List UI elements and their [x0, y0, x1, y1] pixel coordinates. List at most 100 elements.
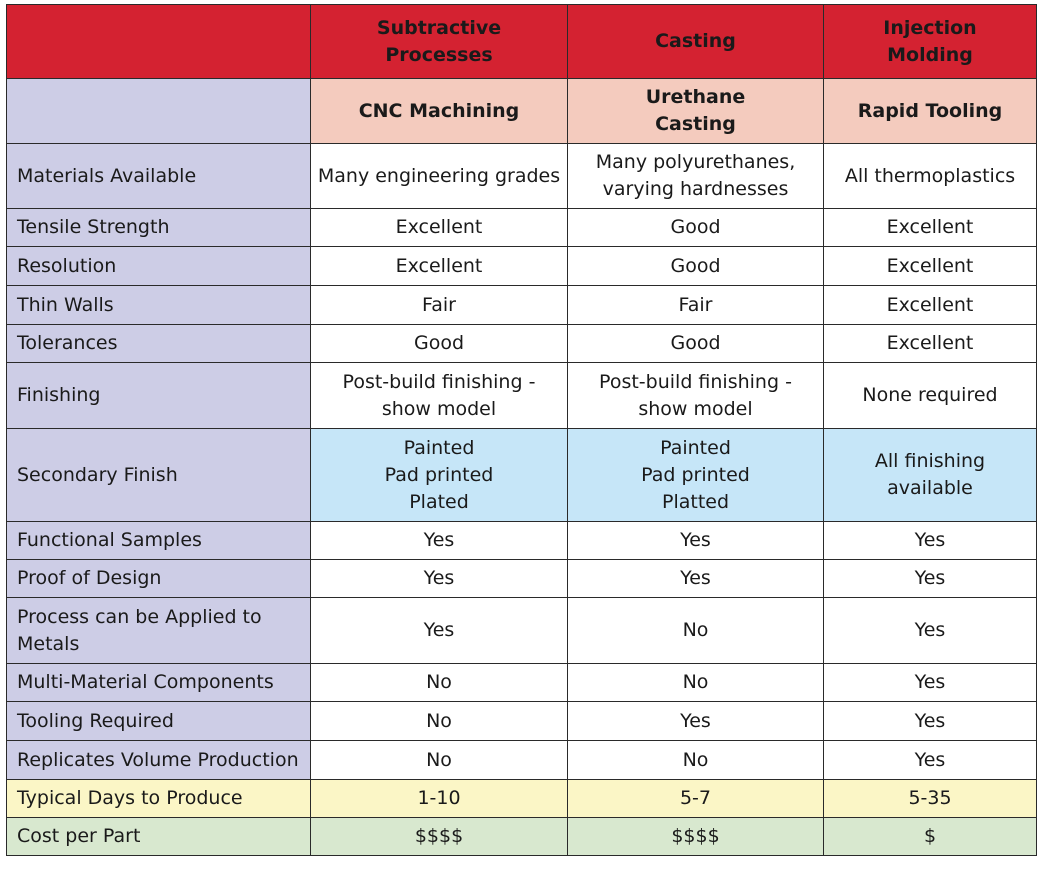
- table-cell: Good: [567, 246, 824, 286]
- cell-text: No: [426, 709, 452, 732]
- comparison-table-container: Subtractive Processes Casting Injection …: [6, 4, 1037, 860]
- table-cell: $$$$: [310, 817, 568, 856]
- cell-text: 5-7: [679, 787, 712, 809]
- table-cell: Fair: [567, 285, 824, 325]
- header-text-line: Subtractive: [376, 16, 502, 39]
- table-row: Resolution Excellent Good Excellent: [6, 246, 1037, 286]
- table-cell: $$$$: [567, 817, 824, 856]
- cell-text: show model: [381, 397, 497, 420]
- row-label: Cost per Part: [6, 817, 311, 856]
- row-label-text: Typical Days to Produce: [17, 787, 243, 809]
- row-label: Proof of Design: [6, 559, 311, 598]
- header-injection-molding: Injection Molding: [823, 4, 1037, 79]
- method-text-line: Urethane: [645, 86, 746, 108]
- cell-text: Yes: [914, 671, 946, 693]
- row-label-text: Thin Walls: [17, 293, 114, 316]
- cell-text: show model: [638, 397, 753, 420]
- table-cell: Excellent: [823, 285, 1037, 325]
- table-cell: No: [310, 663, 568, 702]
- table-cell: Yes: [567, 521, 824, 560]
- row-label-text: Finishing: [17, 384, 101, 406]
- cell-text: No: [682, 671, 709, 693]
- table-cell: Yes: [823, 663, 1037, 702]
- table-cell: 5-7: [567, 779, 824, 818]
- table-row: Secondary Finish Painted Pad printed Plate…: [6, 428, 1037, 522]
- cell-text: Yes: [423, 567, 455, 589]
- table-cell: Yes: [310, 521, 568, 560]
- table-row: Tooling Required No Yes Yes: [6, 701, 1037, 741]
- row-label: Finishing: [6, 362, 311, 429]
- table-row: Multi-Material Components No No Yes: [6, 663, 1037, 702]
- table-cell: Yes: [567, 701, 824, 741]
- header-text-line: Injection: [883, 16, 977, 39]
- method-urethane-casting: Urethane Casting: [567, 78, 824, 144]
- table-cell: Yes: [310, 559, 568, 598]
- table-row: Proof of Design Yes Yes Yes: [6, 559, 1037, 598]
- cell-text: Excellent: [886, 332, 974, 354]
- table-cell: Excellent: [823, 246, 1037, 286]
- table-cell: All thermoplastics: [823, 143, 1037, 209]
- cell-text: No: [682, 619, 709, 641]
- table-cell: Post-build finishing - show model: [310, 362, 568, 429]
- row-label: Materials Available: [6, 143, 311, 209]
- row-label: Resolution: [6, 246, 311, 286]
- row-label-text: Tensile Strength: [17, 216, 170, 238]
- table-row: Process can be Applied to Metals Yes No Y…: [6, 597, 1037, 664]
- table-cell: Good: [567, 208, 824, 247]
- method-text-line: Rapid Tooling: [857, 99, 1003, 122]
- cell-text: Yes: [914, 748, 946, 771]
- cell-text: Yes: [423, 529, 455, 551]
- method-text-line: Casting: [655, 113, 736, 135]
- method-header-row: CNC Machining Urethane Casting Rapid Too…: [6, 78, 1037, 144]
- table-cell: Yes: [567, 559, 824, 598]
- row-label: Functional Samples: [6, 521, 311, 560]
- cell-text: Excellent: [886, 254, 974, 277]
- table-cell: All finishing available: [823, 428, 1037, 522]
- row-label: Secondary Finish: [6, 428, 311, 522]
- table-cell: Fair: [310, 285, 568, 325]
- row-label: Replicates Volume Production: [6, 740, 311, 780]
- row-label: Tensile Strength: [6, 208, 311, 247]
- row-label-text: Resolution: [17, 254, 117, 277]
- table-row: Functional Samples Yes Yes Yes: [6, 521, 1037, 560]
- row-label-text: Materials Available: [17, 164, 197, 187]
- cell-text: Yes: [914, 529, 946, 551]
- cell-text: $$$$: [414, 825, 464, 847]
- cell-text: Excellent: [395, 254, 483, 277]
- row-label: Multi-Material Components: [6, 663, 311, 702]
- row-label-text: Tolerances: [17, 332, 118, 354]
- cell-text: Plated: [409, 490, 469, 513]
- table-cell: No: [567, 663, 824, 702]
- cell-text: No: [682, 748, 709, 771]
- header-text-line: Processes: [385, 43, 493, 66]
- cell-text: Yes: [914, 709, 946, 732]
- cell-text: Excellent: [886, 216, 974, 238]
- header-text-line: Casting: [655, 30, 736, 52]
- table-row: Replicates Volume Production No No Yes: [6, 740, 1037, 780]
- cell-text: Excellent: [395, 216, 483, 238]
- method-cnc-machining: CNC Machining: [310, 78, 568, 144]
- cell-text: Pad printed: [641, 463, 750, 486]
- table-cell: Excellent: [823, 208, 1037, 247]
- cell-text: Good: [670, 254, 721, 277]
- cell-text: No: [426, 671, 452, 693]
- cell-text: varying hardnesses: [602, 178, 789, 200]
- table-cell: Post-build finishing - show model: [567, 362, 824, 429]
- table-cell: Yes: [823, 597, 1037, 664]
- table-row: Thin Walls Fair Fair Excellent: [6, 285, 1037, 325]
- table-row: Finishing Post-build finishing - show mod…: [6, 362, 1037, 429]
- cell-text: Yes: [914, 619, 946, 641]
- row-label-text: Functional Samples: [17, 529, 202, 551]
- cell-text: All thermoplastics: [844, 164, 1016, 187]
- row-label-text: Replicates Volume Production: [17, 748, 299, 771]
- method-rapid-tooling: Rapid Tooling: [823, 78, 1037, 144]
- table-cell: No: [310, 701, 568, 741]
- cell-text: Yes: [680, 709, 711, 732]
- cell-text: 1-10: [417, 787, 461, 809]
- table-cell: Yes: [823, 559, 1037, 598]
- table-row: Cost per Part $$$$ $$$$ $: [6, 817, 1037, 856]
- cell-text: $: [923, 825, 937, 847]
- cell-text: Post-build finishing -: [599, 370, 792, 393]
- cell-text: Platted: [661, 490, 730, 513]
- row-label-text: Metals: [17, 632, 80, 655]
